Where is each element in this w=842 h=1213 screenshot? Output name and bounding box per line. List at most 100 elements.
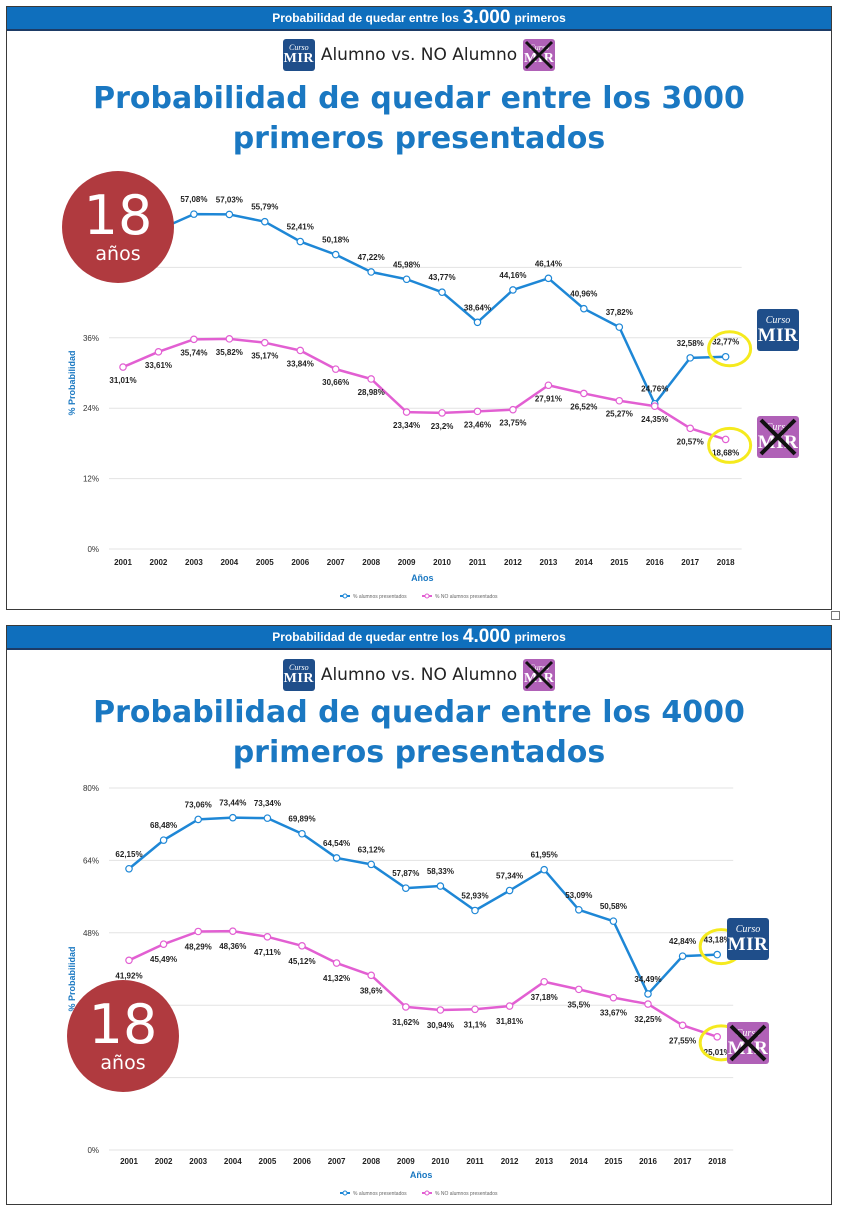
data-label: 63,12% <box>358 845 385 854</box>
curso-mir-logo-side: Curso MIR <box>727 918 769 960</box>
panel-top-3000: Probabilidad de quedar entre los 3.000 p… <box>6 6 832 610</box>
data-point <box>644 990 652 998</box>
x-axis-label: Años <box>411 573 434 583</box>
age-badge: 18 años <box>67 980 179 1092</box>
data-label: 35,82% <box>216 348 243 357</box>
panel-top-4000: Probabilidad de quedar entre los 4.000 p… <box>6 625 832 1205</box>
data-label: 35,5% <box>567 1000 590 1009</box>
legend-marker <box>342 593 348 599</box>
data-point <box>473 318 482 327</box>
series-line <box>128 929 718 1039</box>
x-tick-label: 2008 <box>362 1157 380 1166</box>
data-point <box>471 1005 479 1014</box>
x-tick-label: 2008 <box>362 558 380 567</box>
data-label: 73,06% <box>185 800 212 809</box>
x-tick-label: 2017 <box>674 1157 692 1166</box>
data-point <box>438 288 446 297</box>
cross-icon <box>759 418 797 456</box>
data-label: 62,15% <box>115 850 142 859</box>
data-point <box>401 1003 410 1011</box>
data-label: 31,81% <box>496 1017 523 1026</box>
x-tick-label: 2005 <box>259 1157 277 1166</box>
data-point <box>331 365 340 373</box>
x-tick-label: 2016 <box>639 1157 657 1166</box>
data-point <box>263 933 272 941</box>
data-label: 34,49% <box>634 975 661 984</box>
y-tick-label: 0% <box>87 1146 99 1155</box>
data-label: 46,14% <box>535 259 562 268</box>
data-point <box>260 338 269 347</box>
data-point <box>367 860 376 869</box>
data-point <box>436 882 445 890</box>
data-label: 41,32% <box>323 974 350 983</box>
data-point <box>260 217 269 226</box>
data-point <box>225 335 234 343</box>
data-label: 24,76% <box>641 385 668 394</box>
data-point <box>686 424 695 433</box>
data-label: 32,77% <box>712 338 739 347</box>
x-tick-label: 2007 <box>327 558 345 567</box>
data-point <box>263 814 272 822</box>
highlight-circle <box>707 330 753 368</box>
data-point <box>505 886 514 895</box>
highlight-circle <box>707 426 753 464</box>
x-tick-label: 2003 <box>189 1157 207 1166</box>
data-label: 69,89% <box>288 815 315 824</box>
x-tick-label: 2014 <box>570 1157 588 1166</box>
y-tick-label: 80% <box>83 784 99 793</box>
data-point <box>332 959 341 967</box>
data-point <box>402 408 411 416</box>
data-point <box>125 956 133 965</box>
legend-entry: % alumnos presentados <box>353 1191 407 1197</box>
line-chart: 0% 48% 64% 80% % Probabilidad 2001 2002 2003 200… <box>67 784 744 1197</box>
data-point <box>540 977 549 986</box>
data-point <box>713 950 722 959</box>
data-label: 50,18% <box>322 236 349 245</box>
data-label: 37,82% <box>606 308 633 317</box>
banner-prefix: Probabilidad de quedar entre los <box>272 630 459 644</box>
data-label: 40,96% <box>570 290 597 299</box>
panel-banner: Probabilidad de quedar entre los 3.000 p… <box>7 7 831 31</box>
data-point <box>154 348 163 356</box>
x-tick-label: 2006 <box>291 558 309 567</box>
data-point <box>509 405 517 414</box>
data-label: 30,66% <box>322 378 349 387</box>
data-label: 52,41% <box>287 223 314 232</box>
y-tick-label: 36% <box>83 334 99 343</box>
data-point <box>721 435 730 444</box>
cross-icon <box>525 40 554 70</box>
x-tick-label: 2013 <box>540 558 558 567</box>
data-label: 57,03% <box>216 195 243 204</box>
banner-prefix: Probabilidad de quedar entre los <box>272 11 459 25</box>
x-tick-label: 2018 <box>717 558 735 567</box>
data-point <box>332 854 341 862</box>
data-label: 23,2% <box>431 422 454 431</box>
data-label: 38,64% <box>464 303 491 312</box>
data-point <box>509 286 517 294</box>
data-point <box>721 352 730 361</box>
data-point <box>159 836 168 844</box>
data-point <box>190 335 198 344</box>
x-tick-label: 2018 <box>708 1157 726 1166</box>
data-label: 24,35% <box>641 415 668 424</box>
data-label: 53,09% <box>565 891 592 900</box>
data-point <box>609 993 618 1002</box>
data-point <box>190 210 198 218</box>
data-label: 33,67% <box>600 1009 627 1018</box>
x-tick-label: 2016 <box>646 558 664 567</box>
data-label: 55,79% <box>251 203 278 212</box>
x-tick-label: 2003 <box>185 558 203 567</box>
data-label: 68,48% <box>150 821 177 830</box>
data-label: 35,17% <box>251 352 278 361</box>
data-label: 48,29% <box>185 942 212 951</box>
x-axis-label: Años <box>410 1170 433 1180</box>
x-tick-label: 2017 <box>681 558 699 567</box>
data-label: 43,18% <box>704 936 731 945</box>
data-point <box>609 917 618 925</box>
panel-banner: Probabilidad de quedar entre los 4.000 p… <box>7 626 831 650</box>
data-point <box>298 942 306 950</box>
legend-marker <box>424 1190 430 1196</box>
data-point <box>194 927 203 936</box>
curso-mir-logo: Curso MIR <box>282 39 315 71</box>
data-label: 25,27% <box>606 410 633 419</box>
